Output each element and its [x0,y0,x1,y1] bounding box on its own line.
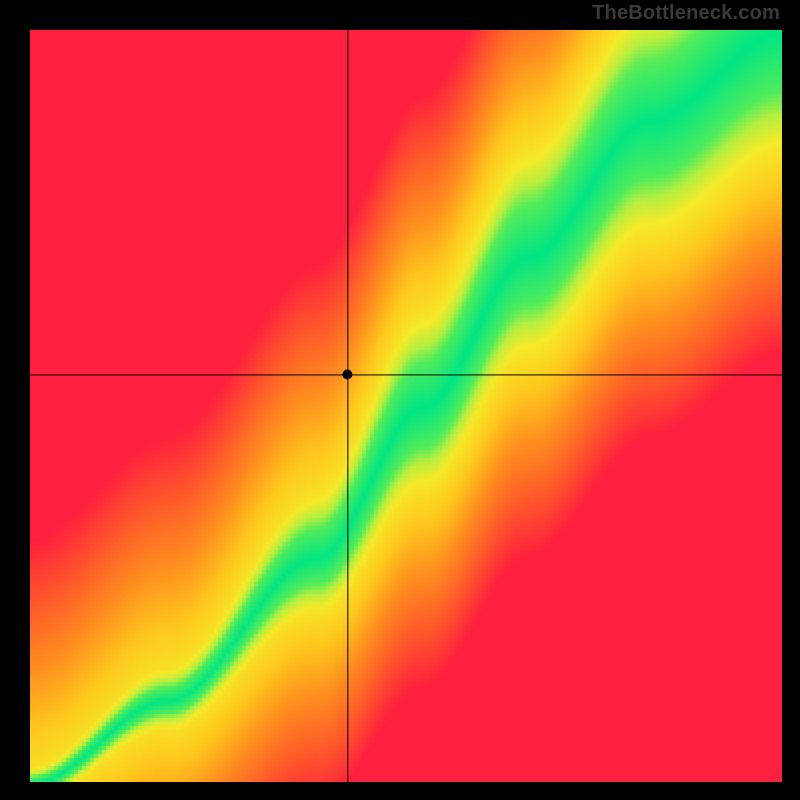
bottleneck-heatmap [0,0,800,800]
chart-container: TheBottleneck.com [0,0,800,800]
source-watermark: TheBottleneck.com [592,2,780,25]
